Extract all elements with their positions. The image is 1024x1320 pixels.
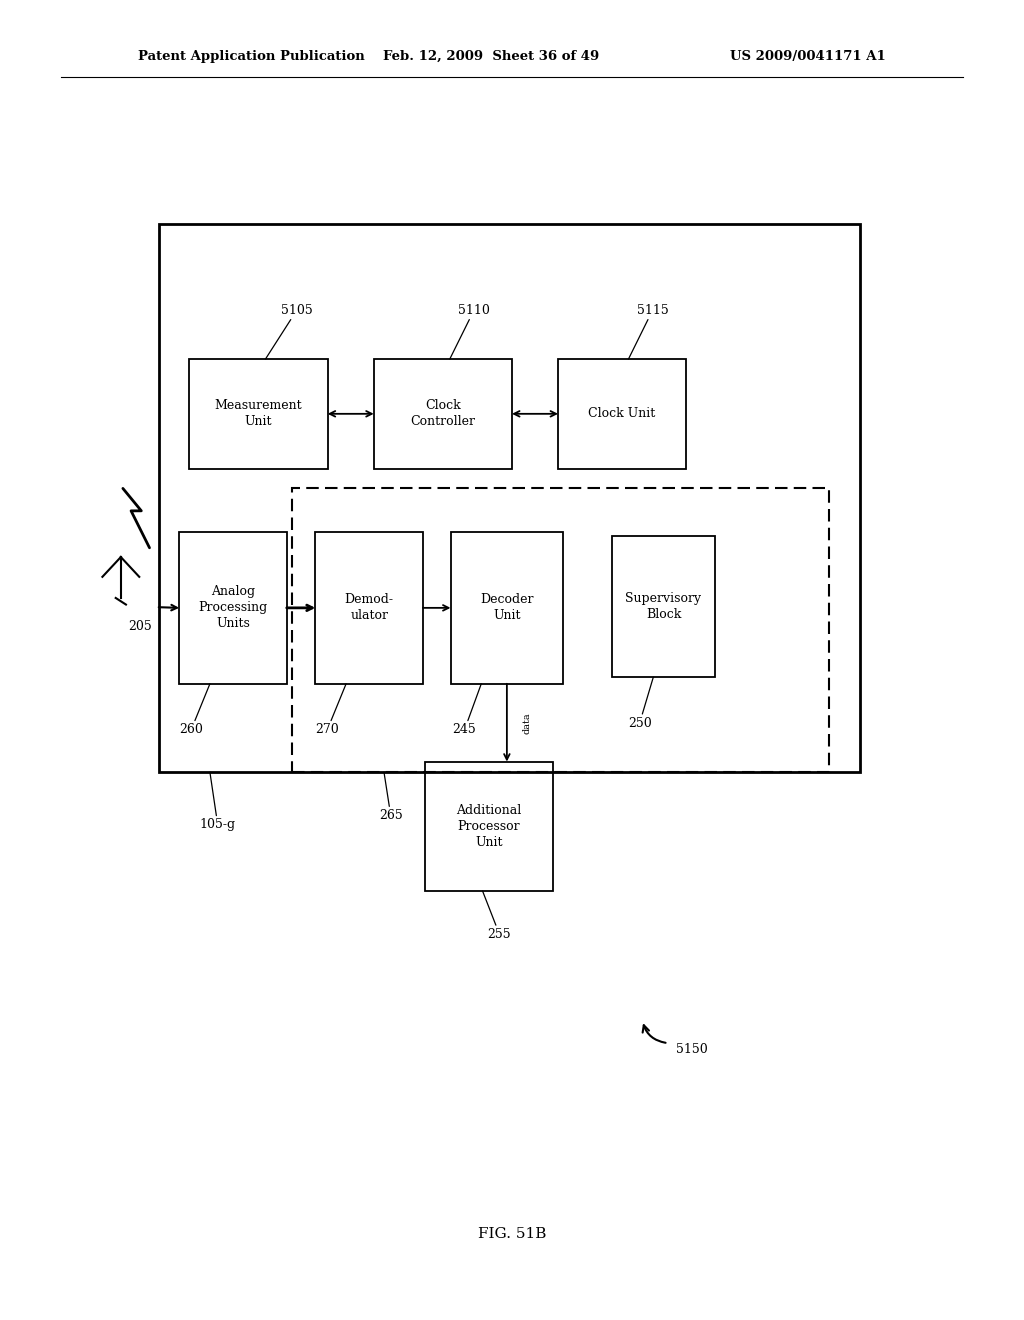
Text: Measurement
Unit: Measurement Unit [215, 400, 302, 428]
Text: Additional
Processor
Unit: Additional Processor Unit [457, 804, 521, 849]
Bar [315, 532, 423, 684]
Bar [612, 536, 715, 677]
Text: Clock
Controller: Clock Controller [411, 400, 475, 428]
Text: 245: 245 [453, 684, 481, 737]
Text: 270: 270 [315, 684, 346, 737]
Bar [189, 359, 328, 469]
Text: US 2009/0041171 A1: US 2009/0041171 A1 [730, 50, 886, 63]
Text: 105-g: 105-g [200, 772, 236, 832]
Bar [374, 359, 512, 469]
Bar [425, 762, 553, 891]
Text: 250: 250 [628, 677, 653, 730]
Text: FIG. 51B: FIG. 51B [478, 1228, 546, 1241]
Text: 255: 255 [482, 891, 511, 941]
Text: 5150: 5150 [676, 1043, 708, 1056]
Text: 5115: 5115 [629, 304, 669, 359]
Text: 205: 205 [128, 620, 152, 634]
Text: Analog
Processing
Units: Analog Processing Units [199, 585, 267, 631]
Text: Feb. 12, 2009  Sheet 36 of 49: Feb. 12, 2009 Sheet 36 of 49 [383, 50, 600, 63]
Text: data: data [522, 711, 531, 734]
Bar [179, 532, 287, 684]
Text: 260: 260 [179, 684, 210, 737]
Text: 5105: 5105 [265, 304, 312, 359]
Text: 5110: 5110 [450, 304, 489, 359]
Bar [558, 359, 686, 469]
Text: Clock Unit: Clock Unit [589, 408, 655, 420]
Text: Supervisory
Block: Supervisory Block [626, 593, 701, 620]
Bar [159, 224, 860, 772]
Text: Decoder
Unit: Decoder Unit [480, 594, 534, 622]
Bar [451, 532, 563, 684]
Text: 265: 265 [379, 772, 402, 822]
Bar [292, 488, 829, 772]
Text: Demod-
ulator: Demod- ulator [345, 594, 393, 622]
Text: Patent Application Publication: Patent Application Publication [138, 50, 365, 63]
